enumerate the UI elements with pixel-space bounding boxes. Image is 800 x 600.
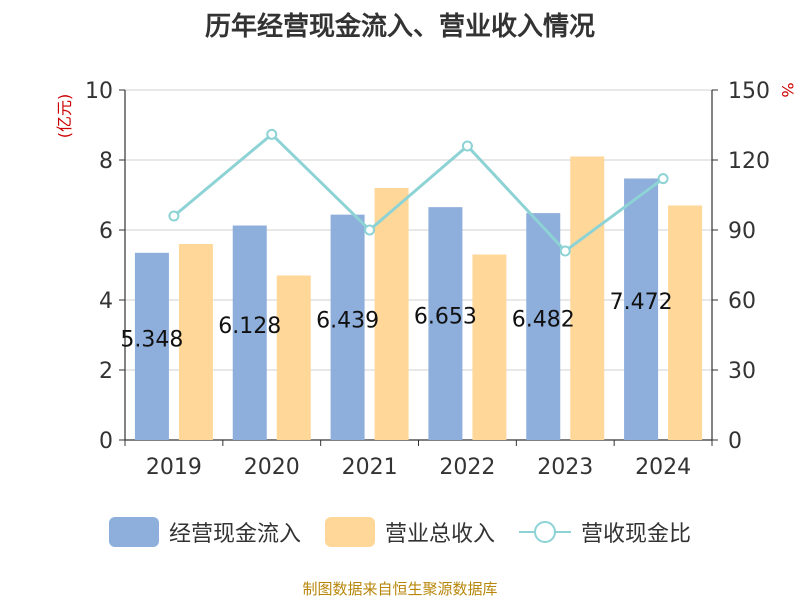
bar-cash-inflow <box>232 225 267 440</box>
line-point-cash-ratio <box>168 210 180 222</box>
legend-label-cash-ratio: 营收现金比 <box>581 522 692 547</box>
line-point-cash-ratio <box>266 128 278 140</box>
y-right-tick-label: 0 <box>728 429 742 454</box>
x-tick-label: 2020 <box>244 455 300 480</box>
bar-data-label: 6.439 <box>316 308 379 333</box>
x-tick-label: 2019 <box>146 455 202 480</box>
chart-title: 历年经营现金流入、营业收入情况 <box>204 12 595 42</box>
bar-data-label: 7.472 <box>610 290 673 315</box>
legend-swatch-revenue <box>324 517 375 547</box>
x-tick-label: 2024 <box>635 455 691 480</box>
legend-swatch-cash-ratio <box>519 517 571 547</box>
bar-data-label: 6.128 <box>218 314 281 339</box>
legend-item-cash-ratio[interactable]: 营收现金比 <box>519 516 691 548</box>
bar-cash-inflow <box>134 252 169 440</box>
y-right-tick-label: 90 <box>728 219 756 244</box>
bar-revenue <box>276 275 311 440</box>
y-left-axis-label: (亿元) <box>55 94 74 139</box>
line-point-cash-ratio <box>559 245 571 257</box>
source-note: 制图数据来自恒生聚源数据库 <box>302 580 498 598</box>
bar-cash-inflow <box>526 213 561 440</box>
bar-revenue <box>374 188 409 440</box>
y-left-tick-label: 2 <box>99 359 113 384</box>
bar-revenue <box>472 254 507 440</box>
legend-label-cash-inflow: 经营现金流入 <box>168 522 301 547</box>
y-left-tick-label: 4 <box>99 289 113 314</box>
line-point-cash-ratio <box>461 140 473 152</box>
bar-cash-inflow <box>428 207 463 440</box>
y-right-tick-label: 30 <box>728 359 756 384</box>
x-tick-label: 2021 <box>342 455 398 480</box>
bar-cash-inflow <box>624 178 659 441</box>
y-right-tick-label: 150 <box>728 79 770 104</box>
x-tick-label: 2023 <box>537 455 593 480</box>
y-right-tick-label: 60 <box>728 289 756 314</box>
y-right-axis-label: % <box>778 82 797 97</box>
legend: 经营现金流入 营业总收入 营收现金比 <box>0 516 800 548</box>
bar-cash-inflow <box>330 214 365 440</box>
y-left-tick-label: 8 <box>99 149 113 174</box>
y-right-tick-label: 120 <box>728 149 770 174</box>
bar-data-label: 6.482 <box>512 308 575 333</box>
x-tick-label: 2022 <box>439 455 495 480</box>
line-point-cash-ratio <box>364 224 376 236</box>
bar-revenue <box>570 156 605 440</box>
line-point-cash-ratio <box>657 173 669 185</box>
line-cash-ratio <box>172 132 664 254</box>
legend-item-revenue[interactable]: 营业总收入 <box>324 516 495 548</box>
legend-swatch-cash-inflow <box>108 517 159 547</box>
bar-data-label: 5.348 <box>120 327 183 352</box>
bar-revenue <box>668 205 703 440</box>
bar-data-label: 6.653 <box>414 305 477 330</box>
bar-revenue <box>178 244 213 440</box>
legend-item-cash-inflow[interactable]: 经营现金流入 <box>108 516 301 548</box>
y-left-tick-label: 6 <box>99 219 113 244</box>
legend-label-revenue: 营业总收入 <box>384 522 495 547</box>
y-left-tick-label: 0 <box>99 429 113 454</box>
y-left-tick-label: 10 <box>85 79 113 104</box>
